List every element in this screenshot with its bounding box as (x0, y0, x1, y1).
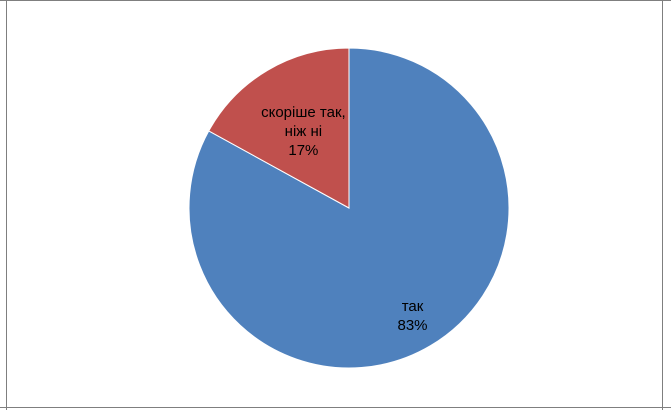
border-top (0, 0, 671, 1)
slice-percent-0: 83% (397, 317, 427, 334)
slice-label-1: скоріше так, ніж ні 17% (261, 104, 346, 159)
border-bottom (0, 407, 671, 408)
slice-label-0: так 83% (397, 298, 427, 334)
slice-percent-1: 17% (288, 142, 318, 159)
border-right (662, 0, 663, 410)
slice-name-1: скоріше так, (261, 104, 346, 121)
slice-name-1: ніж ні (285, 123, 322, 140)
slice-name-0: так (402, 298, 424, 315)
border-left (6, 0, 7, 410)
pie-slice-1 (208, 47, 350, 209)
